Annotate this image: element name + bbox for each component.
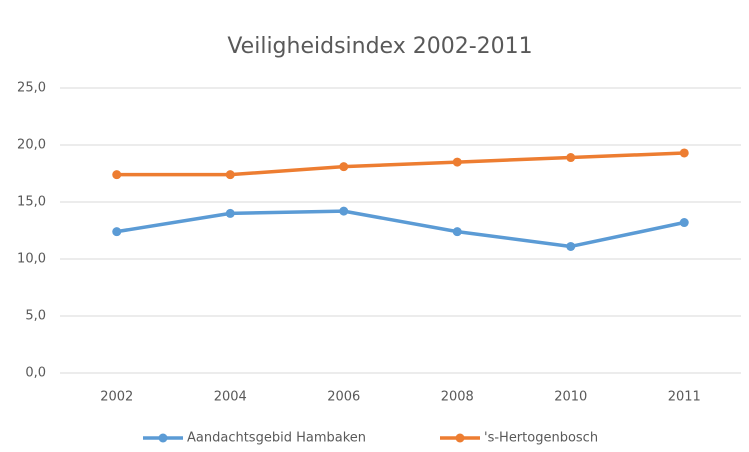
data-point (225, 208, 235, 218)
data-point (339, 206, 349, 216)
x-tick-label: 2006 (327, 390, 360, 405)
data-point (566, 153, 576, 163)
data-point (112, 170, 122, 180)
series-line (116, 151, 685, 177)
data-point (225, 170, 235, 180)
x-tick-label: 2004 (214, 390, 247, 405)
x-tick-label: 2010 (554, 390, 587, 405)
y-tick-label: 0,0 (25, 366, 46, 381)
data-point (566, 241, 576, 251)
data-point (339, 162, 349, 172)
chart-title: Veiligheidsindex 2002-2011 (227, 34, 532, 59)
legend-label: 's-Hertogenbosch (484, 431, 598, 446)
x-tick-label: 2002 (100, 390, 133, 405)
x-tick-label: 2011 (668, 390, 701, 405)
x-tick-label: 2008 (441, 390, 474, 405)
y-tick-label: 20,0 (17, 138, 46, 153)
y-tick-label: 15,0 (17, 195, 46, 210)
y-tick-label: 25,0 (17, 81, 46, 96)
legend-swatch-marker (455, 433, 465, 443)
legend-swatch-marker (158, 433, 168, 443)
data-point (679, 148, 689, 158)
legend-label: Aandachtsgebid Hambaken (187, 431, 366, 446)
data-point (112, 227, 122, 237)
y-tick-label: 5,0 (25, 309, 46, 324)
data-point (679, 218, 689, 228)
series-line (116, 209, 685, 249)
y-tick-label: 10,0 (17, 252, 46, 267)
data-point (452, 157, 462, 167)
data-point (452, 227, 462, 237)
